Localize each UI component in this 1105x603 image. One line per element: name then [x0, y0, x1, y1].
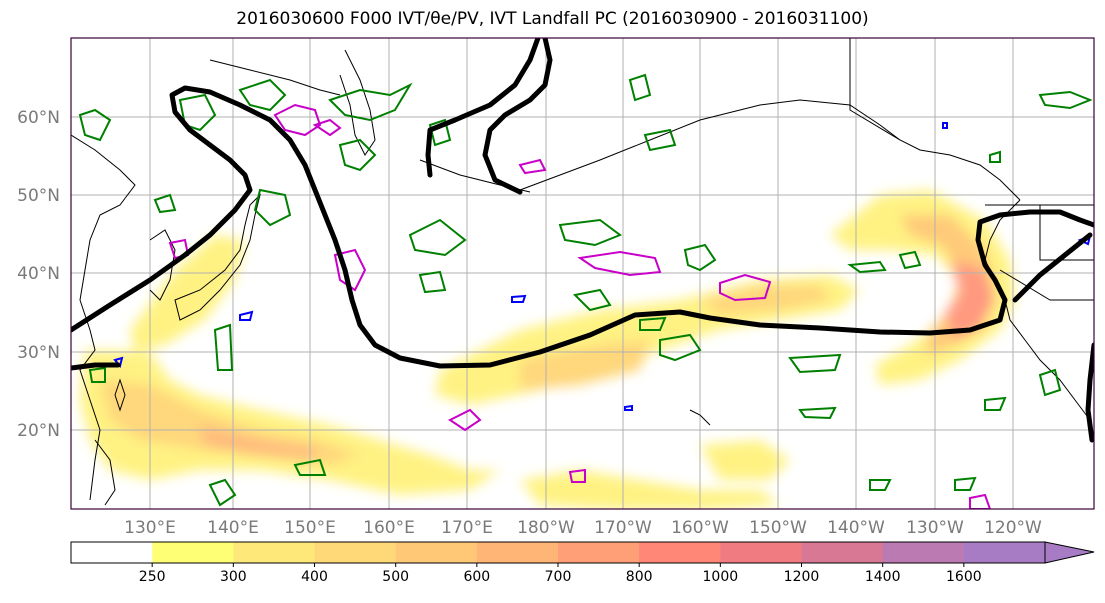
colorbar-swatch: [476, 542, 559, 563]
border-alaska-canada: [849, 38, 901, 141]
ivt-positive-contours: [168, 103, 992, 509]
colorbar-tick-label: 400: [301, 569, 328, 585]
pv-contours: [71, 38, 1094, 443]
lon-label-160e: 160°E: [363, 518, 415, 538]
colorbar-swatch: [801, 542, 884, 563]
colorbar-swatch: [882, 542, 965, 563]
coast-philippines: [94, 439, 116, 506]
lat-label-40: 40°N: [17, 264, 60, 284]
colorbar-tick-label: 800: [626, 569, 653, 585]
coast-hawaii: [689, 409, 711, 426]
lon-label-150w: 150°W: [749, 518, 807, 538]
colorbar-swatch: [720, 542, 802, 563]
coastlines: [71, 38, 1094, 506]
ivt-shade-south-west: [80, 350, 500, 495]
colorbar-swatches: [71, 542, 1046, 563]
colorbar-swatch: [152, 542, 234, 563]
coast-okhotsk: [209, 59, 341, 96]
lon-label-120w: 120°W: [984, 518, 1042, 538]
lon-label-160w: 160°W: [671, 518, 729, 538]
map-frame: [70, 37, 1095, 510]
coast-na-west: [984, 199, 1091, 421]
lon-label-140e: 140°E: [207, 518, 259, 538]
colorbar-tick-label: 250: [139, 569, 166, 585]
pv-contour-north: [425, 38, 553, 195]
colorbar-swatch: [314, 542, 397, 563]
colorbar-swatch: [558, 542, 640, 563]
colorbar-tick-label: 1400: [865, 569, 901, 585]
colorbar-tick-label: 500: [382, 569, 409, 585]
lon-label-130w: 130°W: [906, 518, 964, 538]
lat-label-50: 50°N: [17, 186, 60, 206]
border-state-1: [1039, 205, 1094, 261]
colorbar: 250 300 400 500 600 700 800 1000 1200 1400 1600: [70, 541, 1095, 585]
colorbar-tick-label: 700: [545, 569, 572, 585]
pv-contour-west: [71, 362, 121, 371]
chart-title: 2016030600 F000 IVT/θe/PV, IVT Landfall …: [236, 9, 869, 29]
colorbar-tick-label: 300: [220, 569, 247, 585]
colorbar-swatch: [963, 542, 1046, 563]
colorbar-tick-label: 1200: [784, 569, 820, 585]
theta-e-contours: [78, 73, 1093, 507]
pv-contour-east: [1012, 232, 1094, 443]
coast-japan: [174, 193, 261, 321]
coast-kamchatka: [339, 49, 376, 156]
pv-contour-main: [71, 85, 1094, 369]
latitude-labels: 60°N 50°N 40°N 30°N 20°N: [17, 108, 60, 441]
colorbar-tick-label: 600: [463, 569, 490, 585]
lat-label-30: 30°N: [17, 343, 60, 363]
lon-label-170w: 170°W: [594, 518, 652, 538]
colorbar-swatch: [639, 542, 721, 563]
colorbar-extend-arrow: [1044, 541, 1095, 564]
colorbar-swatch: [233, 542, 315, 563]
lat-label-20: 20°N: [17, 421, 60, 441]
lon-label-180w: 180°W: [517, 518, 575, 538]
longitude-labels: 130°E 140°E 150°E 160°E 170°E 180°W 170°…: [124, 518, 1042, 538]
colorbar-tick-label: 1600: [946, 569, 982, 585]
colorbar-tick-label: 1000: [703, 569, 739, 585]
colorbar-swatch: [395, 542, 478, 563]
ivt-shading: [80, 190, 1015, 509]
coast-asia: [71, 134, 136, 501]
colorbar-swatch: [71, 542, 153, 563]
border-state-2: [999, 269, 1094, 301]
ivt-shade-japan: [130, 235, 245, 352]
lon-label-150e: 150°E: [284, 518, 336, 538]
lon-label-140w: 140°W: [827, 518, 885, 538]
colorbar-ticks: 250 300 400 500 600 700 800 1000 1200 1400 1600: [139, 563, 982, 585]
lon-label-170e: 170°E: [441, 518, 493, 538]
lon-label-130e: 130°E: [124, 518, 176, 538]
lat-label-60: 60°N: [17, 108, 60, 128]
coast-taiwan: [114, 378, 126, 412]
